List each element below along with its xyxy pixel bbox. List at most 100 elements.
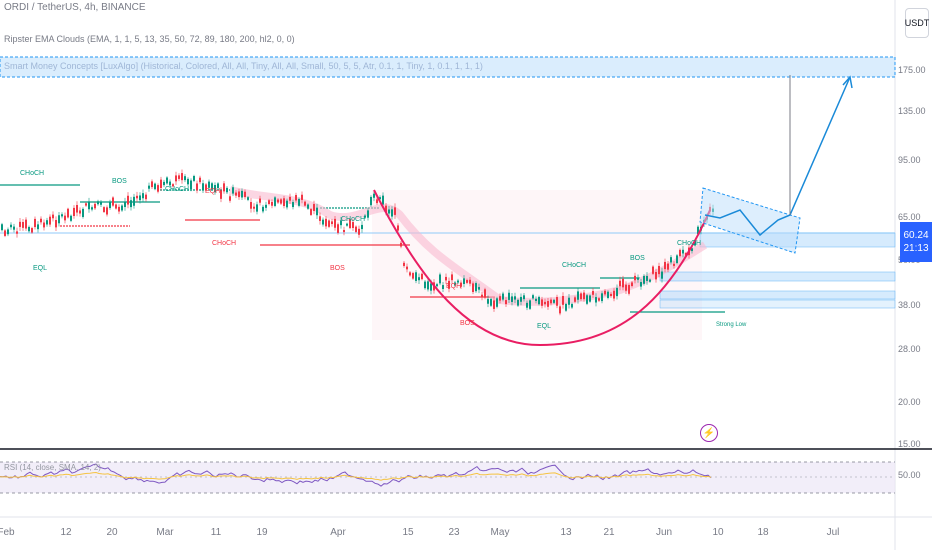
- candle-body: [34, 218, 36, 228]
- candle-body: [304, 201, 306, 206]
- symbol-title[interactable]: ORDI / TetherUS, 4h, BINANCE: [4, 2, 146, 13]
- candle-body: [418, 277, 420, 281]
- candle-body: [259, 198, 261, 203]
- candle-body: [496, 298, 498, 307]
- eqh-label: EQH: [205, 188, 221, 195]
- candle-body: [511, 296, 513, 302]
- candle-body: [166, 177, 168, 184]
- candle-body: [607, 291, 609, 298]
- candle-body: [682, 249, 684, 254]
- price-label: 135.00: [898, 106, 926, 116]
- candle-body: [454, 282, 456, 286]
- candle-body: [226, 187, 228, 193]
- candle-body: [139, 195, 141, 201]
- candle-body: [7, 229, 9, 235]
- candle-body: [406, 266, 408, 270]
- candle-body: [106, 207, 108, 215]
- indicator-ema-clouds[interactable]: Ripster EMA Clouds (EMA, 1, 1, 5, 13, 35…: [4, 34, 295, 44]
- candle-body: [124, 201, 126, 208]
- candle-body: [142, 193, 144, 199]
- candle-body: [313, 204, 315, 211]
- lightning-icon[interactable]: ⚡: [700, 424, 718, 442]
- candle-body: [643, 275, 645, 284]
- rsi-indicator-label[interactable]: RSI (14, close, SMA, 14, 2): [4, 463, 101, 472]
- candle-body: [64, 215, 66, 221]
- candle-body: [367, 210, 369, 218]
- current-price: 60.24: [903, 230, 929, 241]
- bos-label: BOS: [630, 255, 645, 262]
- candle-body: [328, 220, 330, 227]
- candle-body: [13, 226, 15, 230]
- choch-label: CHoCH: [562, 262, 587, 269]
- candle-body: [580, 293, 582, 300]
- candle-body: [379, 197, 381, 200]
- candle-body: [505, 300, 507, 305]
- time-label: 18: [757, 527, 769, 538]
- candle-body: [67, 208, 69, 218]
- candle-body: [559, 306, 561, 314]
- demand-zone-2: [659, 271, 896, 282]
- candle-body: [541, 299, 543, 306]
- candle-body: [619, 280, 621, 287]
- candle-body: [223, 183, 225, 192]
- candle-body: [466, 280, 468, 283]
- candle-body: [193, 175, 195, 181]
- candle-body: [298, 198, 300, 206]
- range-box: [372, 190, 702, 340]
- candle-body: [565, 303, 567, 311]
- time-label: Mar: [156, 527, 174, 538]
- candle-body: [73, 207, 75, 216]
- candle-body: [121, 205, 123, 211]
- candle-body: [592, 291, 594, 295]
- candle-body: [538, 296, 540, 305]
- candle-body: [370, 196, 372, 206]
- candle-body: [382, 195, 384, 205]
- choch-label: CHoCH: [20, 170, 45, 177]
- candle-body: [364, 215, 366, 218]
- candle-body: [88, 201, 90, 210]
- candle-body: [253, 206, 255, 209]
- candle-body: [154, 183, 156, 190]
- candle-body: [595, 297, 597, 303]
- candle-body: [508, 292, 510, 300]
- price-label: 20.00: [898, 397, 921, 407]
- bos-label: BOS: [460, 320, 475, 327]
- candle-body: [280, 199, 282, 204]
- candle-body: [397, 225, 399, 231]
- candle-body: [640, 282, 642, 287]
- candle-body: [667, 263, 669, 270]
- candle-body: [427, 281, 429, 290]
- candle-body: [388, 209, 390, 214]
- indicator-smc[interactable]: Smart Money Concepts [LuxAlgo] (Historic…: [4, 61, 483, 71]
- candle-body: [481, 294, 483, 298]
- candle-body: [598, 298, 600, 301]
- choch-label: CHoCH: [165, 186, 190, 193]
- candle-body: [16, 231, 18, 234]
- candle-body: [238, 191, 240, 198]
- candle-body: [658, 265, 660, 275]
- candle-body: [130, 200, 132, 208]
- candle-body: [391, 209, 393, 217]
- candle-body: [151, 181, 153, 188]
- candle-body: [49, 216, 51, 225]
- candle-body: [502, 293, 504, 300]
- candle-body: [346, 223, 348, 226]
- candle-body: [307, 204, 309, 209]
- candle-body: [148, 185, 150, 189]
- candle-body: [4, 230, 6, 236]
- candle-body: [637, 277, 639, 280]
- candle-body: [604, 290, 606, 295]
- currency-button[interactable]: USDT: [905, 8, 929, 38]
- candle-body: [286, 200, 288, 208]
- candle-body: [10, 224, 12, 228]
- candle-body: [109, 201, 111, 209]
- candle-body: [220, 190, 222, 199]
- candle-body: [310, 209, 312, 215]
- candle-body: [112, 197, 114, 206]
- candle-body: [403, 262, 405, 266]
- strong-low-label: Strong Low: [716, 322, 747, 328]
- candle-body: [289, 196, 291, 201]
- time-label: 23: [448, 527, 460, 538]
- candle-body: [82, 208, 84, 217]
